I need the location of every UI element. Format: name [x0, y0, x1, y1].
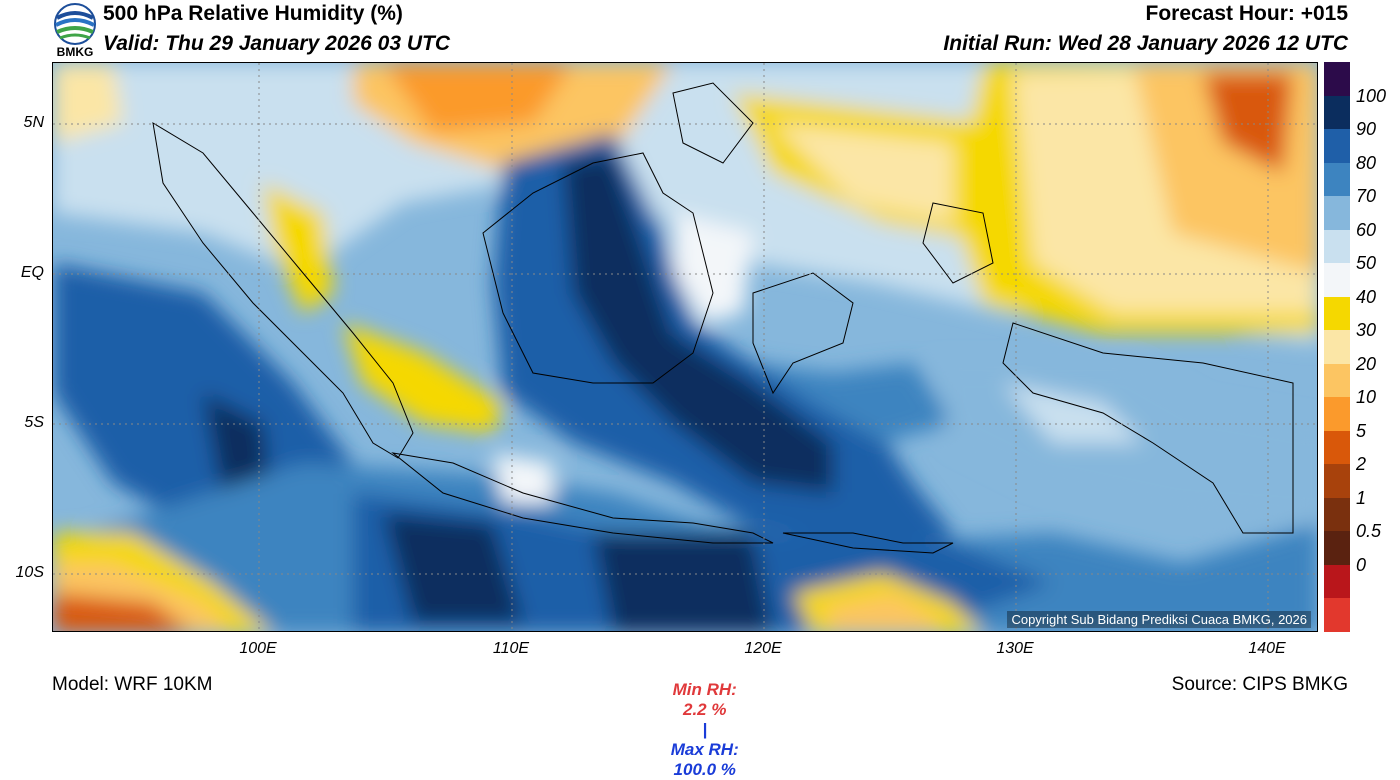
bmkg-logo: BMKG [52, 2, 98, 60]
sumatra-outline [152, 122, 414, 459]
lon-tick-110e: 110E [492, 640, 530, 657]
lat-tick-eq: EQ [20, 264, 44, 281]
colorbar-segment [1324, 430, 1350, 465]
colorbar-segment [1324, 196, 1350, 231]
lat-tick-5n: 5N [23, 114, 44, 131]
borneo-outline [482, 152, 714, 384]
colorbar-segment [1324, 330, 1350, 365]
map-title: 500 hPa Relative Humidity (%) [103, 2, 403, 25]
colorbar-segment [1324, 497, 1350, 532]
colorbar-label: 2 [1356, 454, 1367, 475]
valid-time: Valid: Thu 29 January 2026 03 UTC [103, 32, 451, 55]
papua-outline [1002, 322, 1294, 534]
colorbar-label: 30 [1356, 320, 1377, 341]
colorbar-segment [1324, 162, 1350, 197]
colorbar-segment [1324, 263, 1350, 298]
gridlines [53, 63, 1317, 631]
stats-separator: | [702, 720, 708, 739]
colorbar-segment [1324, 229, 1350, 264]
lon-tick-120e: 120E [744, 640, 782, 657]
colorbar-segment [1324, 564, 1350, 599]
colorbar-segment [1324, 363, 1350, 398]
philippines-outline [672, 82, 754, 164]
initial-run: Initial Run: Wed 28 January 2026 12 UTC [943, 32, 1348, 55]
colorbar-label: 60 [1356, 219, 1377, 240]
mindanao-outline [922, 202, 994, 284]
lat-tick-10s: 10S [15, 564, 44, 581]
source-label: Source: CIPS BMKG [1171, 674, 1348, 695]
lat-tick-5s: 5S [24, 414, 44, 431]
colorbar-segment [1324, 95, 1350, 130]
forecast-hour: Forecast Hour: +015 [1145, 2, 1349, 25]
colorbar-segment [1324, 464, 1350, 499]
min-rh-label: Min RH: [672, 680, 737, 699]
lon-tick-130e: 130E [996, 640, 1034, 657]
colorbar-segment [1324, 296, 1350, 331]
colorbar-label: 70 [1356, 186, 1377, 207]
model-label: Model: WRF 10KM [52, 674, 213, 695]
colorbar-segment [1324, 62, 1350, 97]
coastlines [152, 82, 1294, 554]
colorbar-label: 80 [1356, 152, 1377, 173]
colorbar-label: 0 [1356, 554, 1367, 575]
nusa-tenggara-outline [782, 532, 954, 554]
copyright-notice: Copyright Sub Bidang Prediksi Cuaca BMKG… [1007, 611, 1311, 628]
colorbar-label: 100 [1356, 85, 1387, 106]
colorbar-segment [1324, 531, 1350, 566]
colorbar-label: 40 [1356, 286, 1377, 307]
java-outline [391, 452, 774, 544]
sulawesi-outline [752, 272, 854, 395]
max-rh-label: Max RH: [670, 740, 739, 759]
colorbar-label: 5 [1356, 420, 1367, 441]
logo-text: BMKG [56, 45, 94, 59]
lon-tick-140e: 140E [1248, 640, 1286, 657]
colorbar-label: 50 [1356, 253, 1377, 274]
max-rh-value: 100.0 % [673, 760, 736, 779]
humidity-map: Copyright Sub Bidang Prediksi Cuaca BMKG… [52, 62, 1318, 632]
colorbar-segment [1324, 129, 1350, 164]
colorbar-segment [1324, 397, 1350, 432]
colorbar-label: 20 [1356, 353, 1377, 374]
colorbar-label: 0.5 [1356, 521, 1382, 542]
lon-tick-100e: 100E [239, 640, 277, 657]
colorbar-segment [1324, 598, 1350, 633]
colorbar-label: 1 [1356, 487, 1367, 508]
colorbar [1324, 62, 1350, 633]
colorbar-label: 10 [1356, 387, 1377, 408]
colorbar-label: 90 [1356, 119, 1377, 140]
min-rh-value: 2.2 % [682, 700, 727, 719]
